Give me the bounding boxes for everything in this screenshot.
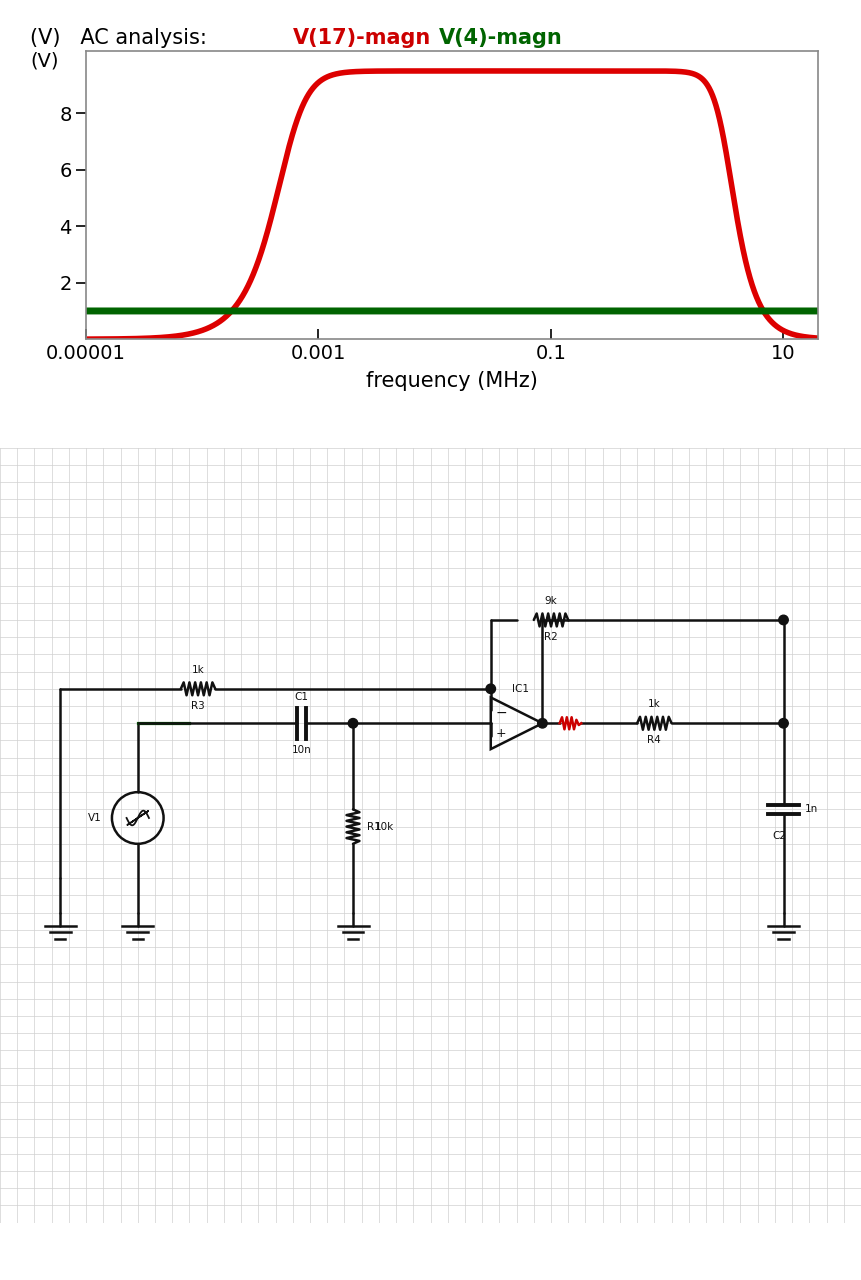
Circle shape bbox=[348, 718, 358, 728]
Text: IC1: IC1 bbox=[512, 684, 530, 694]
Text: R4: R4 bbox=[647, 735, 661, 745]
Text: 1k: 1k bbox=[648, 699, 660, 709]
Circle shape bbox=[778, 616, 789, 625]
Text: +: + bbox=[496, 727, 506, 740]
Text: 10k: 10k bbox=[375, 822, 393, 832]
Circle shape bbox=[486, 684, 496, 694]
Text: 10n: 10n bbox=[292, 745, 311, 755]
Text: C2: C2 bbox=[772, 831, 786, 841]
Text: C1: C1 bbox=[294, 691, 308, 701]
Circle shape bbox=[537, 718, 548, 728]
Text: 9k: 9k bbox=[545, 596, 557, 607]
Text: R1: R1 bbox=[367, 822, 381, 832]
Text: V1: V1 bbox=[88, 813, 102, 823]
Text: R3: R3 bbox=[191, 701, 205, 710]
Text: 1n: 1n bbox=[805, 804, 818, 814]
Text: 1k: 1k bbox=[192, 666, 204, 675]
Text: V(17)-magn: V(17)-magn bbox=[293, 28, 431, 49]
Text: R2: R2 bbox=[544, 632, 558, 643]
Text: V(4)-magn: V(4)-magn bbox=[439, 28, 563, 49]
Circle shape bbox=[778, 718, 789, 728]
Text: (V): (V) bbox=[30, 51, 59, 70]
Text: (V)   AC analysis:: (V) AC analysis: bbox=[30, 28, 207, 49]
X-axis label: frequency (MHz): frequency (MHz) bbox=[366, 371, 538, 392]
Text: −: − bbox=[496, 707, 508, 719]
